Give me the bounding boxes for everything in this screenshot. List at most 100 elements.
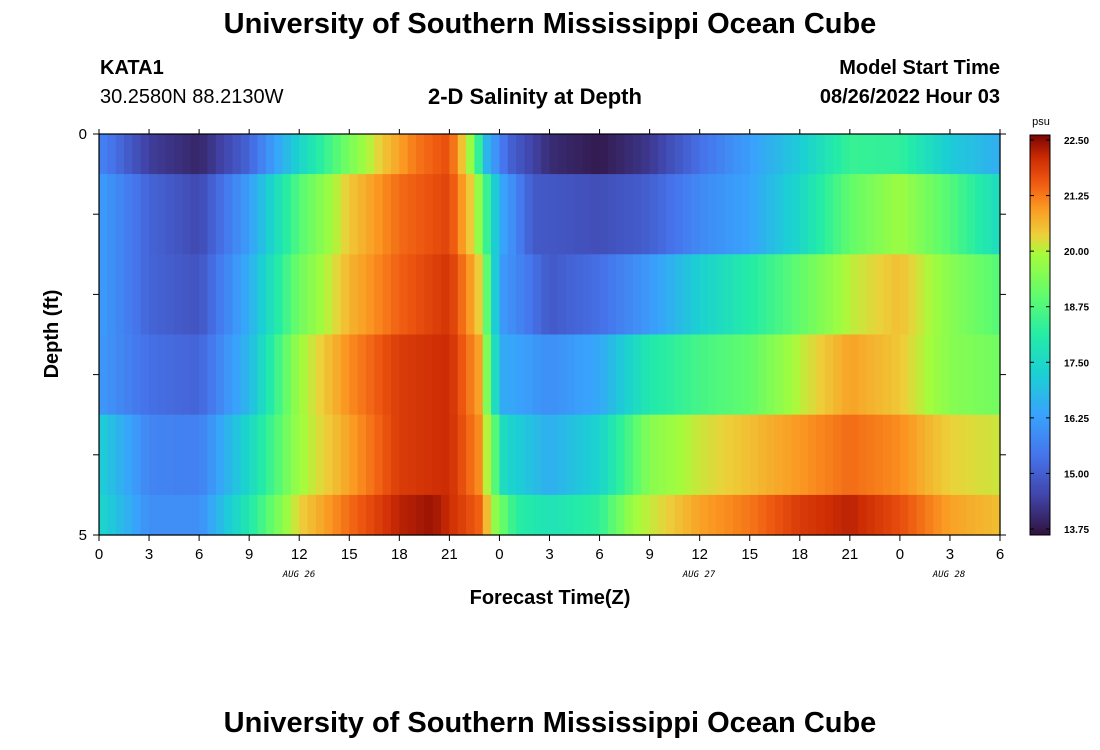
heatmap-cell	[991, 414, 1001, 496]
station-id: KATA1	[100, 57, 164, 79]
heatmap-cell	[616, 254, 626, 336]
heatmap-cell	[441, 334, 450, 416]
colorbar-tick-label: 22.50	[1064, 136, 1089, 147]
heatmap-cell	[758, 254, 767, 336]
heatmap-cell	[858, 334, 868, 416]
heatmap-cell	[883, 334, 893, 416]
heatmap-cell	[574, 254, 584, 336]
heatmap-cell	[699, 334, 709, 416]
x-tick-label: 9	[645, 546, 653, 563]
heatmap-cell	[591, 134, 601, 175]
heatmap-cell	[349, 334, 359, 416]
heatmap-cell	[941, 174, 951, 255]
heatmap-cell	[157, 134, 167, 175]
heatmap-cell	[741, 334, 751, 416]
heatmap-cell	[724, 174, 734, 255]
heatmap-cell	[758, 494, 767, 536]
heatmap-cell	[733, 414, 742, 496]
heatmap-cell	[165, 334, 175, 416]
heatmap-cell	[924, 174, 934, 255]
heatmap-cell	[224, 254, 234, 336]
heatmap-cell	[858, 134, 868, 175]
heatmap-cell	[132, 494, 142, 536]
heatmap-cell	[566, 494, 576, 536]
heatmap-cell	[432, 134, 442, 175]
heatmap-cell	[766, 254, 776, 336]
heatmap-cell	[541, 414, 551, 496]
heatmap-cell	[591, 254, 601, 336]
heatmap-cell	[357, 174, 367, 255]
heatmap-cell	[524, 494, 534, 536]
heatmap-cell	[899, 134, 909, 175]
heatmap-cell	[190, 494, 200, 536]
x-axis-title: Forecast Time(Z)	[470, 587, 631, 609]
salinity-heatmap-chart: 0 3 6 9 12 15 18 21 0 3 6 9 12 15 18 21 0 3 6 05 AUG 26 AUG…	[41, 116, 1089, 609]
heatmap-cell	[741, 414, 751, 496]
heatmap-cell	[824, 134, 834, 175]
heatmap-cell	[299, 494, 309, 536]
heatmap-cell	[107, 494, 117, 536]
x-axis: 0 3 6 9 12 15 18 21 0 3 6 9 12 15 18 21 0 3 6	[95, 129, 1004, 563]
heatmap-cell	[232, 414, 242, 496]
heatmap-cell	[883, 254, 893, 336]
heatmap-cell	[657, 174, 667, 255]
heatmap-cell	[691, 254, 701, 336]
heatmap-cell	[474, 414, 484, 496]
heatmap-cell	[182, 334, 192, 416]
colorbar-tick-label: 18.75	[1064, 303, 1089, 314]
heatmap-cell	[783, 174, 793, 255]
heatmap-cell	[607, 334, 617, 416]
heatmap-cell	[399, 334, 409, 416]
y-axis: 05	[79, 126, 1006, 544]
heatmap-cell	[357, 254, 367, 336]
heatmap-cell	[274, 254, 284, 336]
heatmap-cell	[599, 414, 609, 496]
heatmap-cell	[449, 254, 459, 336]
heatmap-cell	[607, 414, 617, 496]
heatmap-cell	[816, 494, 826, 536]
heatmap-cell	[833, 254, 843, 336]
heatmap-cell	[349, 174, 359, 255]
y-axis-title: Depth (ft)	[41, 290, 63, 379]
heatmap-cell	[733, 174, 742, 255]
heatmap-cell	[616, 414, 626, 496]
heatmap-cell	[958, 494, 968, 536]
heatmap-cell	[424, 134, 434, 175]
heatmap-cell	[783, 334, 793, 416]
heatmap-cell	[299, 334, 309, 416]
heatmap-cell	[140, 494, 150, 536]
heatmap-cell	[841, 254, 851, 336]
heatmap-cell	[557, 334, 567, 416]
heatmap-cell	[357, 334, 367, 416]
heatmap-cell	[382, 334, 392, 416]
heatmap-cell	[365, 174, 375, 255]
heatmap-cell	[382, 494, 392, 536]
heatmap-cell	[257, 174, 267, 255]
heatmap-cell	[190, 414, 200, 496]
heatmap-cell	[866, 254, 876, 336]
heatmap-cell	[733, 134, 742, 175]
heatmap-cell	[332, 334, 342, 416]
heatmap-cell	[324, 174, 334, 255]
heatmap-cell	[224, 174, 234, 255]
heatmap-cell	[457, 414, 467, 496]
heatmap-cell	[507, 134, 517, 175]
heatmap-cell	[916, 174, 926, 255]
heatmap-cell	[607, 494, 617, 536]
heatmap-cell	[908, 334, 918, 416]
heatmap-cell	[107, 334, 117, 416]
heatmap-cell	[657, 334, 667, 416]
heatmap-cell	[833, 494, 843, 536]
heatmap-cell	[674, 174, 684, 255]
heatmap-cell	[157, 494, 167, 536]
heatmap-cell	[582, 174, 592, 255]
heatmap-cell	[949, 494, 959, 536]
heatmap-cell	[733, 494, 742, 536]
heatmap-cell	[374, 494, 384, 536]
heatmap-cell	[716, 414, 726, 496]
heatmap-cell	[157, 334, 167, 416]
heatmap-cell	[599, 254, 609, 336]
heatmap-cell	[107, 134, 117, 175]
heatmap-cell	[899, 334, 909, 416]
x-tick-label: 3	[545, 546, 553, 563]
